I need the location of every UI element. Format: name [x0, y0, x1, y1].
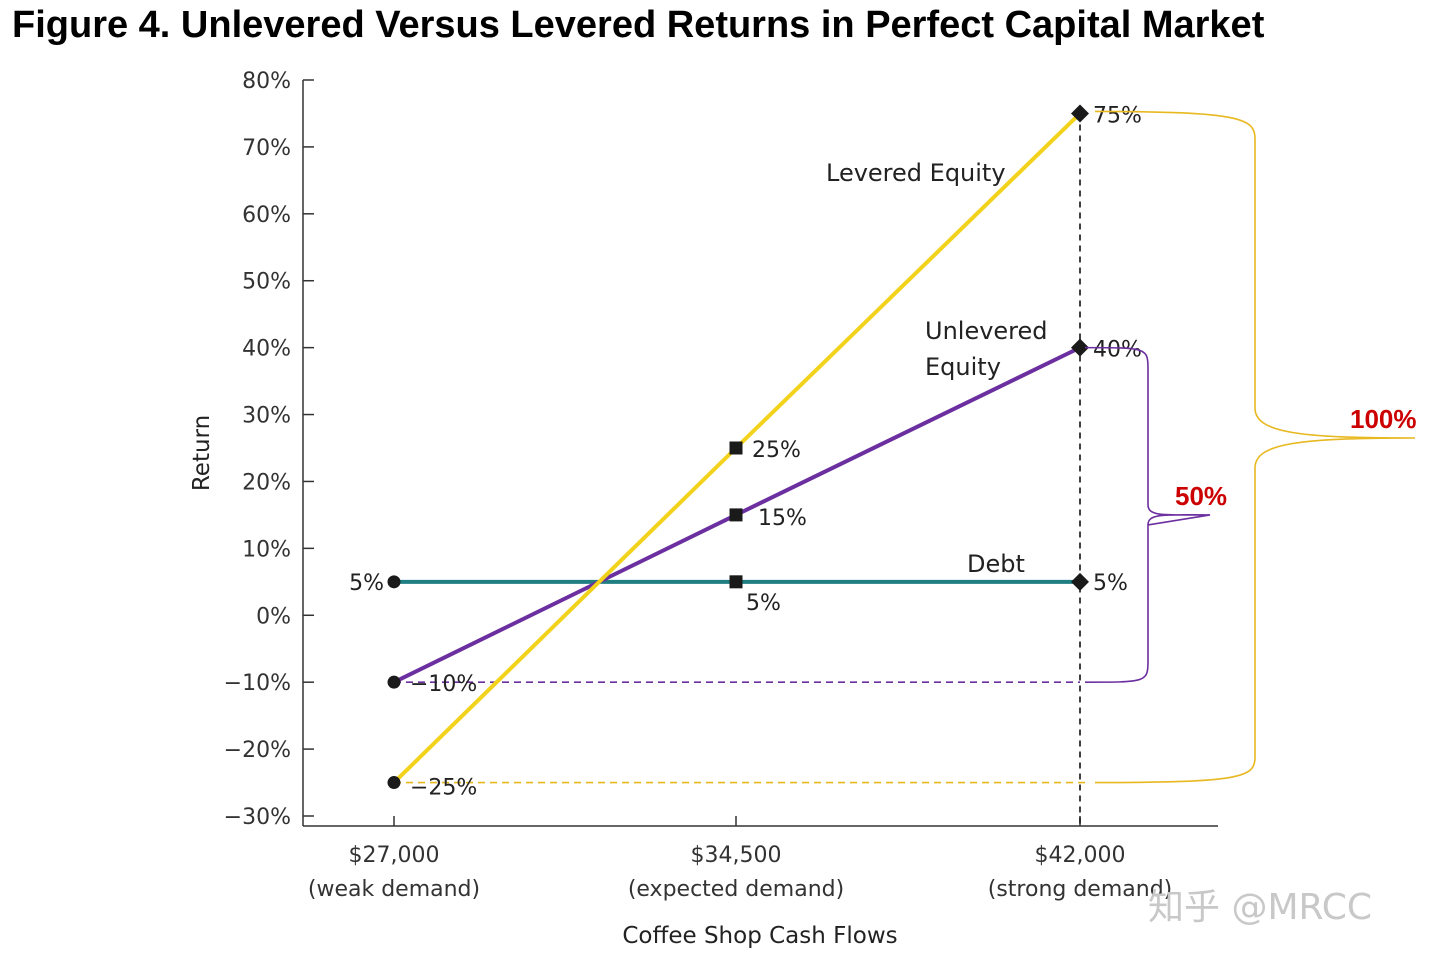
- x-axis-title: Coffee Shop Cash Flows: [622, 923, 897, 949]
- chart-title: Figure 4. Unlevered Versus Levered Retur…: [12, 4, 1265, 46]
- watermark: 知乎 @MRCC: [1148, 887, 1372, 928]
- y-tick-label: −20%: [224, 738, 291, 763]
- debt-point-weak: [387, 575, 401, 589]
- unlevered-point-weak: [387, 675, 401, 689]
- y-tick-label: 50%: [242, 270, 291, 295]
- unlevered-equity-series-label-line1: Unlevered: [925, 317, 1048, 345]
- x-tick-label: $27,000: [349, 843, 440, 868]
- y-tick-label: 30%: [242, 404, 291, 429]
- y-tick-label: 70%: [242, 136, 291, 161]
- unlevered-range-brace: [1084, 346, 1211, 683]
- x-tick-sublabel: (weak demand): [308, 877, 480, 902]
- y-tick-label: 80%: [242, 69, 291, 94]
- unlevered-equity-series-label-line2: Equity: [925, 353, 1001, 381]
- x-tick-label: $42,000: [1035, 843, 1126, 868]
- levered-label-expected: 25%: [752, 438, 801, 463]
- debt-series-label: Debt: [967, 550, 1025, 578]
- levered-point-strong: [1071, 104, 1089, 123]
- unlevered-label-strong: 40%: [1093, 338, 1142, 363]
- levered-label-strong: 75%: [1093, 103, 1142, 128]
- y-tick-label: −10%: [224, 671, 291, 696]
- levered-equity-series-label: Levered Equity: [826, 159, 1006, 187]
- debt-point-expected: [729, 575, 743, 589]
- debt-label-weak: 5%: [349, 571, 384, 596]
- unlevered-point-expected: [729, 508, 743, 522]
- y-tick-label: 0%: [256, 604, 291, 629]
- unlevered-range-label: 50%: [1175, 481, 1227, 511]
- levered-range-label: 100%: [1350, 404, 1417, 434]
- unlevered-label-weak: −10%: [410, 672, 477, 697]
- unlevered-label-expected: 15%: [758, 506, 807, 531]
- levered-label-weak: −25%: [410, 776, 477, 801]
- y-tick-label: 40%: [242, 337, 291, 362]
- levered-range-brace: [1094, 110, 1416, 784]
- y-tick-label: 10%: [242, 537, 291, 562]
- y-tick-label: 60%: [242, 203, 291, 228]
- debt-label-strong: 5%: [1093, 571, 1128, 596]
- x-tick-label: $34,500: [691, 843, 782, 868]
- levered-point-weak: [387, 776, 401, 790]
- y-tick-label: 20%: [242, 470, 291, 495]
- x-tick-sublabel: (strong demand): [988, 877, 1173, 902]
- unlevered-point-strong: [1071, 338, 1089, 357]
- debt-label-expected: 5%: [746, 591, 781, 616]
- y-tick-label: −30%: [224, 805, 291, 830]
- x-tick-sublabel: (expected demand): [628, 877, 844, 902]
- debt-point-strong: [1071, 572, 1089, 591]
- y-axis-title: Return: [189, 415, 215, 491]
- levered-point-expected: [729, 441, 743, 455]
